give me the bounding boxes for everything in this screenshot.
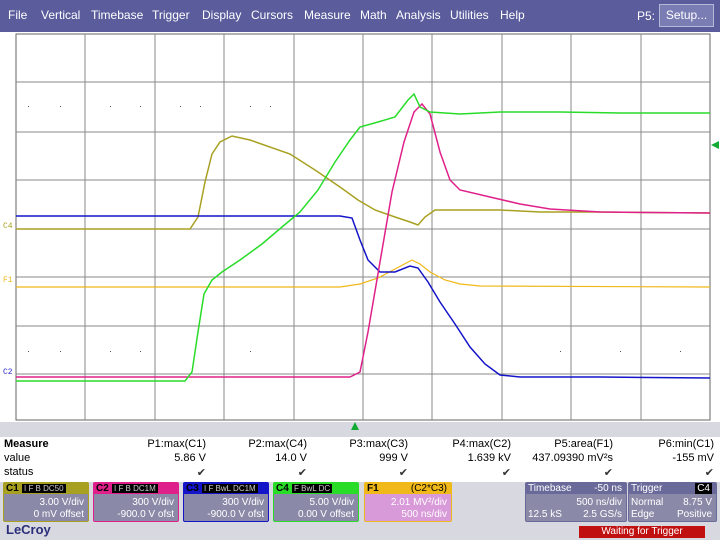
menu-help[interactable]: Help	[500, 8, 525, 22]
trigger-position-arrow	[351, 422, 359, 430]
lecroy-logo: LeCroy	[6, 522, 51, 537]
f1-panel-name: F1	[367, 483, 379, 494]
c2-trace	[16, 102, 711, 378]
channel-panels: C1 I F B DC50 3.00 V/div 0 mV offset C2 …	[0, 482, 720, 524]
c3-panel[interactable]: C3 I F BwL DC1M 300 V/div -900.0 V ofst	[183, 482, 269, 522]
trigger-level-arrow	[711, 141, 719, 149]
c4-panel-scale: 5.00 V/div	[309, 497, 354, 508]
c4-panel-offset: 0.00 V offset	[298, 509, 354, 520]
p5-value: 437.09390 mV²s	[532, 452, 613, 464]
p5-status-icon: ✔	[603, 467, 613, 479]
f1-panel-formula: (C2*C3)	[410, 483, 447, 494]
c4-panel-flags: F BwL DC	[292, 484, 333, 493]
c1-panel-name: C1	[6, 483, 19, 494]
menu-bar: File Vertical Timebase Trigger Display C…	[0, 0, 720, 32]
timebase-panel[interactable]: Timebase -50 ns 500 ns/div 12.5 kS 2.5 G…	[525, 482, 627, 522]
p3-status-icon: ✔	[398, 467, 408, 479]
f1-panel[interactable]: F1 (C2*C3) 2.01 MV²/div 500 ns/div	[364, 482, 452, 522]
trigger-panel-name: Trigger	[631, 483, 663, 494]
measure-table: Measure value status P1:max(C1) 5.86 V ✔…	[0, 437, 720, 482]
p6-label[interactable]: P6:min(C1)	[658, 438, 714, 450]
menu-math[interactable]: Math	[360, 8, 387, 22]
f1-panel-timebase: 500 ns/div	[401, 509, 447, 520]
timebase-panel-offset: -50 ns	[594, 483, 622, 494]
c3-panel-flags: I F BwL DC1M	[202, 484, 258, 493]
menu-timebase[interactable]: Timebase	[91, 8, 144, 22]
trigger-panel-source: C4	[695, 483, 712, 494]
c4-trace	[16, 92, 710, 382]
p4-label[interactable]: P4:max(C2)	[452, 438, 511, 450]
menu-measure[interactable]: Measure	[304, 8, 351, 22]
p1-label[interactable]: P1:max(C1)	[147, 438, 206, 450]
waveform-display[interactable]: C4 F1 C2	[0, 32, 720, 422]
f1-trace	[16, 259, 711, 288]
c3-trace	[16, 215, 711, 379]
measure-value-row-label: value	[4, 452, 31, 464]
c2-panel-scale: 300 V/div	[132, 497, 174, 508]
trigger-status-message: Waiting for Trigger	[579, 526, 705, 538]
p6-status-icon: ✔	[704, 467, 714, 479]
c4-panel[interactable]: C4 F BwL DC 5.00 V/div 0.00 V offset	[273, 482, 359, 522]
c1-panel[interactable]: C1 I F B DC50 3.00 V/div 0 mV offset	[3, 482, 89, 522]
c1-panel-scale: 3.00 V/div	[39, 497, 84, 508]
menu-display[interactable]: Display	[202, 8, 242, 22]
timebase-panel-samples: 12.5 kS	[528, 509, 562, 520]
p3-value: 999 V	[379, 452, 408, 464]
trigger-panel-slope: Positive	[676, 509, 712, 520]
f1-panel-scale: 2.01 MV²/div	[390, 497, 447, 508]
c4-marker: C4	[3, 222, 13, 231]
setup-button[interactable]: Setup...	[659, 4, 714, 27]
measure-title: Measure	[4, 438, 49, 450]
c1-trace	[16, 135, 711, 230]
menu-file[interactable]: File	[8, 8, 28, 22]
c1-panel-flags: I F B DC50	[22, 484, 66, 493]
trigger-panel-type: Edge	[631, 509, 655, 520]
c2-panel-offset: -900.0 V ofst	[117, 509, 174, 520]
timebase-panel-rate: 2.5 GS/s	[583, 509, 622, 520]
trigger-panel[interactable]: Trigger C4 Normal 8.75 V Edge Positive	[628, 482, 717, 522]
p6-value: -155 mV	[672, 452, 714, 464]
timebase-panel-scale: 500 ns/div	[576, 497, 622, 508]
p5-label: P5:	[637, 9, 656, 23]
c1-panel-offset: 0 mV offset	[33, 509, 84, 520]
f1-marker: F1	[3, 276, 13, 285]
trigger-panel-level: 8.75 V	[683, 497, 712, 508]
c4-panel-name: C4	[276, 483, 289, 494]
p2-value: 14.0 V	[275, 452, 307, 464]
p3-label[interactable]: P3:max(C3)	[349, 438, 408, 450]
menu-cursors[interactable]: Cursors	[251, 8, 294, 22]
c3-panel-scale: 300 V/div	[222, 497, 264, 508]
menu-vertical[interactable]: Vertical	[41, 8, 81, 22]
menu-trigger[interactable]: Trigger	[152, 8, 190, 22]
p2-label[interactable]: P2:max(C4)	[248, 438, 307, 450]
trigger-panel-mode: Normal	[631, 497, 664, 508]
p1-value: 5.86 V	[174, 452, 206, 464]
c3-panel-name: C3	[186, 483, 199, 494]
p2-status-icon: ✔	[297, 467, 307, 479]
menu-analysis[interactable]: Analysis	[396, 8, 441, 22]
timebase-panel-name: Timebase	[528, 483, 572, 494]
c2-panel-flags: I F B DC1M	[112, 484, 158, 493]
c2-panel-name: C2	[96, 483, 109, 494]
waveform-graticule	[15, 33, 711, 421]
p5-measure-label[interactable]: P5:area(F1)	[554, 438, 613, 450]
c2-panel[interactable]: C2 I F B DC1M 300 V/div -900.0 V ofst	[93, 482, 179, 522]
c2-marker: C2	[3, 368, 13, 377]
c3-panel-offset: -900.0 V ofst	[207, 509, 264, 520]
measure-status-row-label: status	[4, 466, 34, 478]
p1-status-icon: ✔	[196, 467, 206, 479]
menu-utilities[interactable]: Utilities	[450, 8, 489, 22]
p4-value: 1.639 kV	[467, 452, 511, 464]
p4-status-icon: ✔	[501, 467, 511, 479]
